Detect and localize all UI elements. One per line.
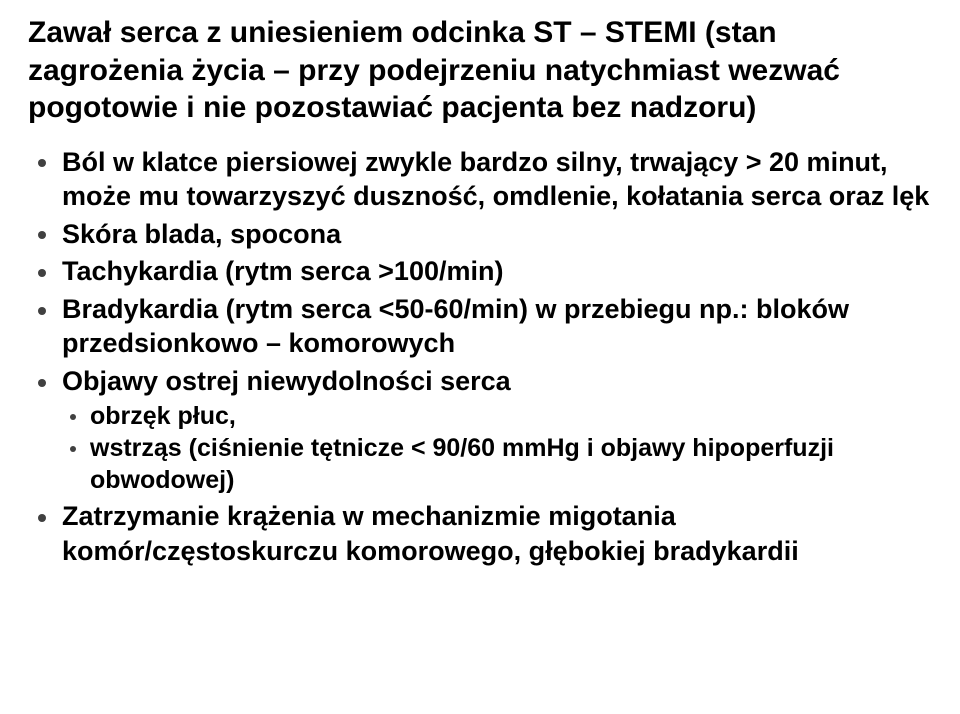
bullet-list: Ból w klatce piersiowej zwykle bardzo si…	[28, 145, 932, 569]
list-item: Skóra blada, spocona	[62, 217, 932, 252]
list-item-text: Ból w klatce piersiowej zwykle bardzo si…	[62, 147, 929, 212]
list-item: Objawy ostrej niewydolności serca obrzęk…	[62, 364, 932, 497]
sub-list-item-text: wstrząs (ciśnienie tętnicze < 90/60 mmHg…	[90, 434, 834, 494]
list-item: Tachykardia (rytm serca >100/min)	[62, 254, 932, 289]
slide: Zawał serca z uniesieniem odcinka ST – S…	[0, 0, 960, 714]
list-item: Bradykardia (rytm serca <50-60/min) w pr…	[62, 292, 932, 361]
sub-list-item: wstrząs (ciśnienie tętnicze < 90/60 mmHg…	[90, 432, 932, 496]
list-item-text: Zatrzymanie krążenia w mechanizmie migot…	[62, 501, 799, 566]
sub-list: obrzęk płuc, wstrząs (ciśnienie tętnicze…	[62, 400, 932, 496]
list-item: Ból w klatce piersiowej zwykle bardzo si…	[62, 145, 932, 214]
sub-list-item: obrzęk płuc,	[90, 400, 932, 432]
list-item-text: Bradykardia (rytm serca <50-60/min) w pr…	[62, 294, 849, 359]
list-item: Zatrzymanie krążenia w mechanizmie migot…	[62, 499, 932, 568]
list-item-text: Tachykardia (rytm serca >100/min)	[62, 256, 503, 286]
list-item-text: Skóra blada, spocona	[62, 219, 341, 249]
list-item-text: Objawy ostrej niewydolności serca	[62, 366, 511, 396]
slide-title: Zawał serca z uniesieniem odcinka ST – S…	[28, 14, 932, 127]
sub-list-item-text: obrzęk płuc,	[90, 402, 236, 430]
